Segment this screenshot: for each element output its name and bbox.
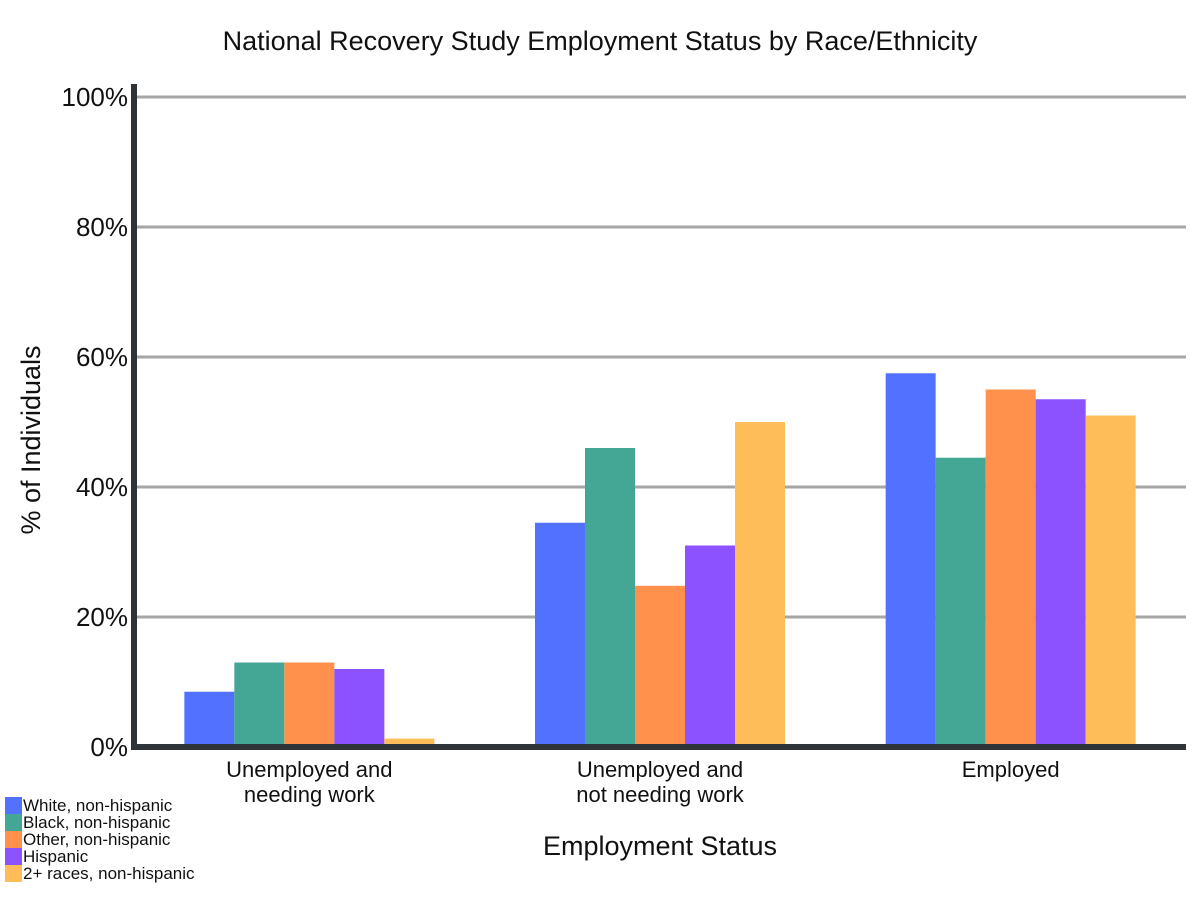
legend-label: Hispanic [23,847,89,866]
bar [184,691,235,747]
y-tick-label: 20% [76,602,128,632]
y-tick-labels: 0% 20% 40% 60% 80% 100% [62,82,129,762]
bar [635,585,685,747]
legend-label: 2+ races, non-hispanic [23,864,195,883]
legend-swatch [5,848,22,865]
bar [384,738,435,747]
bars [184,373,1136,747]
x-category-label: not needing work [576,782,745,807]
legend-swatch [5,865,22,882]
legend-label: Other, non-hispanic [23,830,171,849]
bar [1085,415,1136,747]
y-tick-label: 60% [76,342,128,372]
legend-label: Black, non-hispanic [23,813,171,832]
bar [585,448,635,747]
bar [885,373,936,747]
bar [935,457,986,747]
bar [685,545,735,747]
y-axis-title: % of Individuals [16,345,46,534]
bar [1035,399,1086,747]
chart-title: National Recovery Study Employment Statu… [223,26,978,56]
legend-swatch [5,831,22,848]
legend-swatch [5,814,22,831]
y-tick-label: 0% [90,732,128,762]
legend-swatch [5,797,22,814]
x-axis-title: Employment Status [543,831,777,861]
bar [334,669,385,747]
bar [985,389,1036,747]
bar [535,522,585,747]
bar [284,662,335,747]
legend-label: White, non-hispanic [23,796,173,815]
x-category-label: Unemployed and [226,757,392,782]
y-tick-label: 40% [76,472,128,502]
y-tick-label: 100% [62,82,129,112]
bar [735,422,785,747]
x-category-label: needing work [244,782,376,807]
x-category-label: Unemployed and [577,757,743,782]
bar [234,662,285,747]
x-category-label: Employed [962,757,1060,782]
y-tick-label: 80% [76,212,128,242]
